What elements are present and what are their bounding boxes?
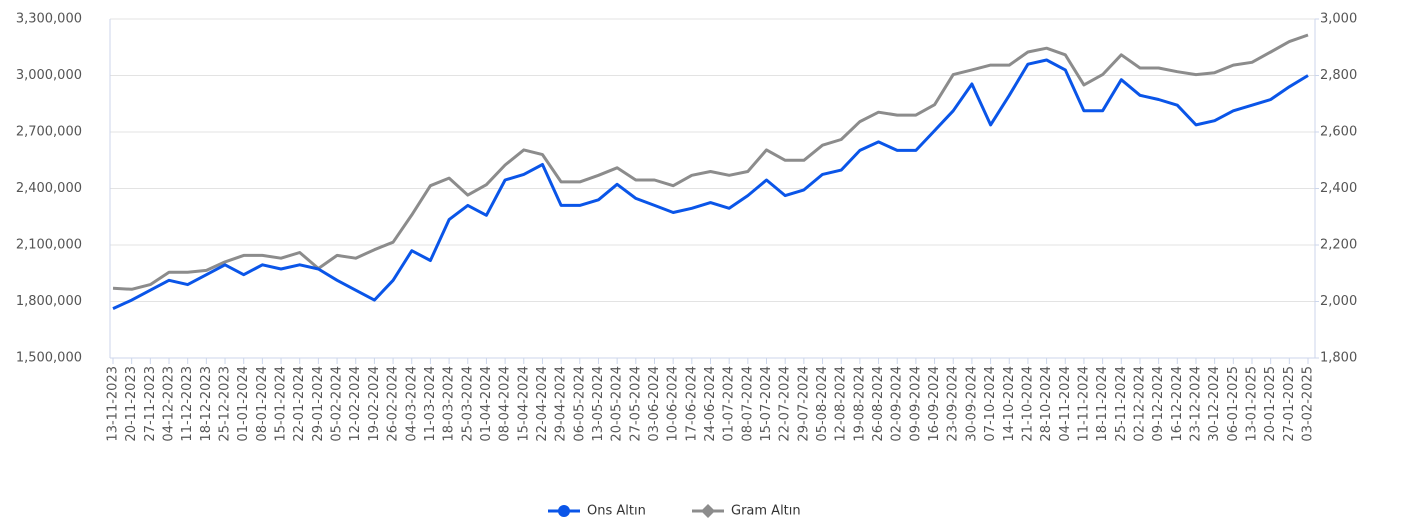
x-tick-label: 22-07-2024 bbox=[778, 366, 793, 442]
legend-item[interactable]: Gram Altın bbox=[692, 504, 801, 519]
x-tick-label: 15-07-2024 bbox=[759, 366, 774, 442]
x-tick-label: 23-12-2024 bbox=[1188, 366, 1203, 442]
x-tick-label: 01-07-2024 bbox=[722, 366, 737, 442]
y2-tick-label: 3,000 bbox=[1320, 12, 1357, 27]
x-tick-label: 22-04-2024 bbox=[535, 366, 550, 442]
y-tick-label: 2,400,000 bbox=[16, 181, 82, 196]
legend-marker bbox=[701, 504, 715, 518]
x-tick-label: 02-12-2024 bbox=[1132, 366, 1147, 442]
x-tick-label: 15-01-2024 bbox=[274, 366, 289, 442]
x-tick-label: 19-08-2024 bbox=[852, 366, 867, 442]
x-tick-label: 20-05-2024 bbox=[610, 366, 625, 442]
x-tick-label: 18-11-2024 bbox=[1095, 366, 1110, 442]
y-tick-label: 2,100,000 bbox=[16, 238, 82, 253]
x-tick-label: 09-09-2024 bbox=[908, 366, 923, 442]
x-tick-label: 22-01-2024 bbox=[292, 366, 307, 442]
legend: Ons Altın Gram Altın bbox=[548, 504, 801, 519]
x-tick-label: 18-03-2024 bbox=[442, 366, 457, 442]
x-tick-label: 05-02-2024 bbox=[330, 366, 345, 442]
x-tick-label: 17-06-2024 bbox=[684, 366, 699, 442]
x-tick-label: 08-04-2024 bbox=[498, 366, 513, 442]
legend-label: Ons Altın bbox=[587, 504, 646, 519]
y2-tick-label: 2,800 bbox=[1320, 68, 1357, 83]
x-tick-label: 25-03-2024 bbox=[460, 366, 475, 442]
x-tick-label: 01-01-2024 bbox=[236, 366, 251, 442]
x-tick-label: 11-03-2024 bbox=[423, 366, 438, 442]
x-tick-label: 16-09-2024 bbox=[927, 366, 942, 442]
x-tick-label: 01-04-2024 bbox=[479, 366, 494, 442]
x-tick-label: 10-06-2024 bbox=[666, 366, 681, 442]
y-tick-label: 1,800,000 bbox=[16, 294, 82, 309]
x-tick-label: 07-10-2024 bbox=[983, 366, 998, 442]
x-tick-label: 20-01-2025 bbox=[1263, 366, 1278, 442]
x-tick-label: 23-09-2024 bbox=[946, 366, 961, 442]
x-tick-label: 08-01-2024 bbox=[255, 366, 270, 442]
y-tick-label: 1,500,000 bbox=[16, 351, 82, 366]
x-tick-label: 21-10-2024 bbox=[1020, 366, 1035, 442]
y2-tick-label: 2,400 bbox=[1320, 181, 1357, 196]
x-tick-label: 04-12-2023 bbox=[162, 366, 177, 442]
x-tick-label: 14-10-2024 bbox=[1002, 366, 1017, 442]
x-tick-label: 27-05-2024 bbox=[628, 366, 643, 442]
y2-tick-label: 2,600 bbox=[1320, 125, 1357, 140]
x-tick-label: 04-03-2024 bbox=[404, 366, 419, 442]
x-tick-label: 26-08-2024 bbox=[871, 366, 886, 442]
x-tick-label: 05-08-2024 bbox=[815, 366, 830, 442]
x-tick-label: 20-11-2023 bbox=[124, 366, 139, 442]
x-tick-label: 27-11-2023 bbox=[143, 366, 158, 442]
x-tick-label: 06-05-2024 bbox=[572, 366, 587, 442]
x-tick-label: 29-01-2024 bbox=[311, 366, 326, 442]
x-tick-label: 26-02-2024 bbox=[386, 366, 401, 442]
x-tick-label: 13-05-2024 bbox=[591, 366, 606, 442]
x-tick-label: 25-12-2023 bbox=[218, 366, 233, 442]
x-tick-label: 30-12-2024 bbox=[1207, 366, 1222, 442]
x-tick-label: 12-08-2024 bbox=[834, 366, 849, 442]
x-tick-label: 06-01-2025 bbox=[1226, 366, 1241, 442]
x-tick-label: 18-12-2023 bbox=[199, 366, 214, 442]
x-tick-label: 13-01-2025 bbox=[1244, 366, 1259, 442]
legend-marker bbox=[558, 505, 570, 517]
y-tick-label: 2,700,000 bbox=[16, 125, 82, 140]
y2-tick-label: 2,200 bbox=[1320, 238, 1357, 253]
y2-tick-label: 1,800 bbox=[1320, 351, 1357, 366]
x-tick-label: 04-11-2024 bbox=[1058, 366, 1073, 442]
x-tick-label: 16-12-2024 bbox=[1170, 366, 1185, 442]
y-tick-label: 3,000,000 bbox=[16, 68, 82, 83]
x-tick-label: 02-09-2024 bbox=[890, 366, 905, 442]
x-tick-label: 09-12-2024 bbox=[1151, 366, 1166, 442]
x-tick-label: 29-07-2024 bbox=[796, 366, 811, 442]
x-tick-label: 12-02-2024 bbox=[348, 366, 363, 442]
x-tick-label: 30-09-2024 bbox=[964, 366, 979, 442]
x-tick-label: 11-12-2023 bbox=[180, 366, 195, 442]
legend-item[interactable]: Ons Altın bbox=[548, 504, 646, 519]
x-tick-label: 19-02-2024 bbox=[367, 366, 382, 442]
x-tick-label: 25-11-2024 bbox=[1114, 366, 1129, 442]
x-tick-label: 24-06-2024 bbox=[703, 366, 718, 442]
legend-label: Gram Altın bbox=[731, 504, 801, 519]
series-line bbox=[112, 58, 1309, 310]
y-tick-label: 3,300,000 bbox=[16, 12, 82, 27]
x-tick-label: 11-11-2024 bbox=[1076, 366, 1091, 442]
x-tick-label: 29-04-2024 bbox=[554, 366, 569, 442]
x-tick-label: 08-07-2024 bbox=[740, 366, 755, 442]
x-tick-label: 03-06-2024 bbox=[647, 366, 662, 442]
x-tick-label: 27-01-2025 bbox=[1282, 366, 1297, 442]
y2-tick-label: 2,000 bbox=[1320, 294, 1357, 309]
x-tick-label: 15-04-2024 bbox=[516, 366, 531, 442]
x-tick-label: 13-11-2023 bbox=[106, 366, 121, 442]
x-tick-label: 28-10-2024 bbox=[1039, 366, 1054, 442]
x-tick-label: 03-02-2025 bbox=[1301, 366, 1316, 442]
series-line bbox=[112, 33, 1309, 291]
